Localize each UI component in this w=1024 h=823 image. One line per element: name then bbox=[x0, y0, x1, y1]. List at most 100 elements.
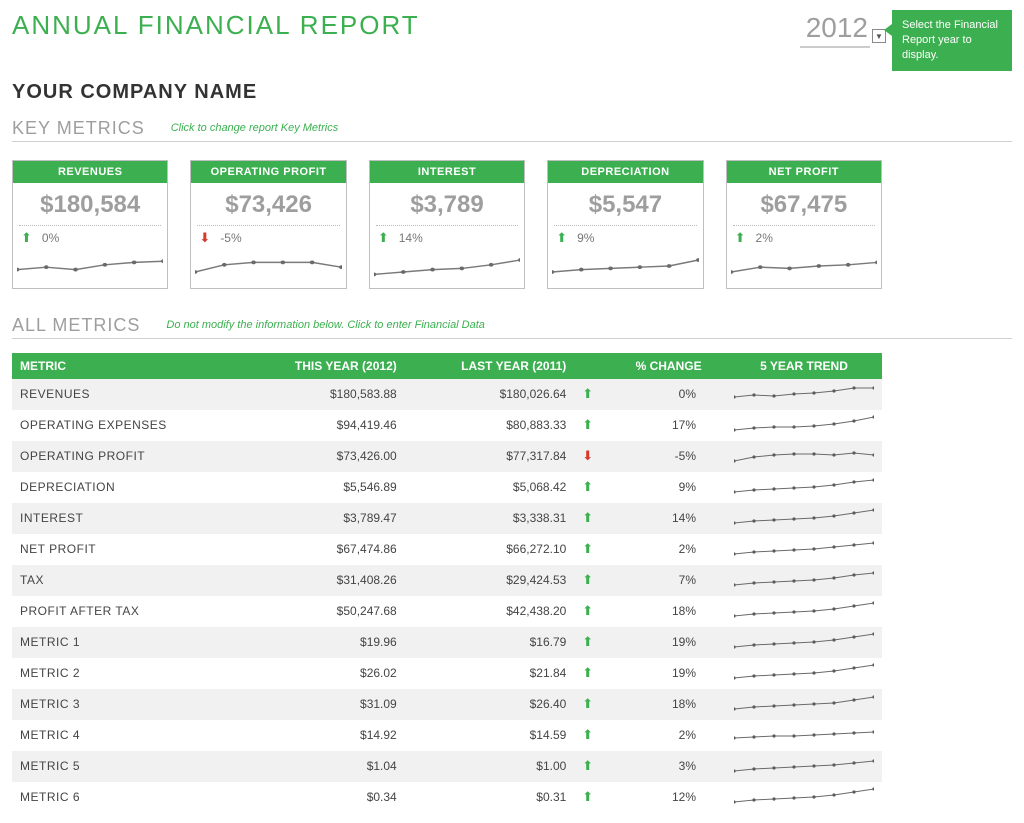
table-row[interactable]: TAX $31,408.26 $29,424.53 ⬆ 7% bbox=[12, 565, 882, 596]
key-metrics-hint[interactable]: Click to change report Key Metrics bbox=[171, 122, 339, 134]
table-row[interactable]: METRIC 4 $14.92 $14.59 ⬆ 2% bbox=[12, 720, 882, 751]
cell-metric: METRIC 4 bbox=[12, 720, 240, 751]
metric-card-label: DEPRECIATION bbox=[548, 161, 702, 183]
cell-trend bbox=[726, 689, 882, 720]
cell-pct: 2% bbox=[611, 534, 726, 565]
cell-metric: TAX bbox=[12, 565, 240, 596]
cell-trend bbox=[726, 565, 882, 596]
cell-arrow: ⬆ bbox=[574, 596, 611, 627]
cell-trend bbox=[726, 534, 882, 565]
all-metrics-header: ALL METRICS Do not modify the informatio… bbox=[12, 315, 1012, 339]
table-row[interactable]: OPERATING EXPENSES $94,419.46 $80,883.33… bbox=[12, 410, 882, 441]
metrics-table: METRIC THIS YEAR (2012) LAST YEAR (2011)… bbox=[12, 353, 882, 813]
table-row[interactable]: METRIC 5 $1.04 $1.00 ⬆ 3% bbox=[12, 751, 882, 782]
cell-pct: 12% bbox=[611, 782, 726, 813]
header: ANNUAL FINANCIAL REPORT 2012 ▼ Select th… bbox=[12, 10, 1012, 71]
report-title: ANNUAL FINANCIAL REPORT bbox=[12, 10, 420, 41]
year-value[interactable]: 2012 bbox=[800, 10, 870, 48]
arrow-up-icon: ⬆ bbox=[582, 572, 593, 587]
cell-metric: INTEREST bbox=[12, 503, 240, 534]
year-selector: 2012 ▼ bbox=[800, 10, 886, 48]
cell-trend bbox=[726, 441, 882, 472]
metric-card[interactable]: DEPRECIATION $5,547 ⬆ 9% bbox=[547, 160, 703, 289]
cell-this-year: $180,583.88 bbox=[240, 379, 405, 410]
all-metrics-hint[interactable]: Do not modify the information below. Cli… bbox=[166, 319, 485, 331]
table-row[interactable]: PROFIT AFTER TAX $50,247.68 $42,438.20 ⬆… bbox=[12, 596, 882, 627]
cell-trend bbox=[726, 720, 882, 751]
metric-card-value: $180,584 bbox=[19, 183, 161, 226]
cell-this-year: $73,426.00 bbox=[240, 441, 405, 472]
cell-last-year: $180,026.64 bbox=[405, 379, 575, 410]
table-row[interactable]: REVENUES $180,583.88 $180,026.64 ⬆ 0% bbox=[12, 379, 882, 410]
cell-trend bbox=[726, 379, 882, 410]
cell-arrow: ⬆ bbox=[574, 689, 611, 720]
table-row[interactable]: METRIC 2 $26.02 $21.84 ⬆ 19% bbox=[12, 658, 882, 689]
cell-last-year: $66,272.10 bbox=[405, 534, 575, 565]
cell-metric: METRIC 3 bbox=[12, 689, 240, 720]
arrow-down-icon: ⬇ bbox=[582, 448, 593, 463]
cell-metric: NET PROFIT bbox=[12, 534, 240, 565]
company-name: YOUR COMPANY NAME bbox=[12, 81, 1012, 104]
col-this-year: THIS YEAR (2012) bbox=[240, 353, 405, 379]
cell-this-year: $50,247.68 bbox=[240, 596, 405, 627]
cell-pct: 18% bbox=[611, 689, 726, 720]
metric-card[interactable]: OPERATING PROFIT $73,426 ⬇ -5% bbox=[190, 160, 346, 289]
metric-card[interactable]: INTEREST $3,789 ⬆ 14% bbox=[369, 160, 525, 289]
metric-card-sparkline bbox=[548, 248, 702, 288]
arrow-up-icon: ⬆ bbox=[582, 510, 593, 525]
col-trend: 5 YEAR TREND bbox=[726, 353, 882, 379]
table-row[interactable]: DEPRECIATION $5,546.89 $5,068.42 ⬆ 9% bbox=[12, 472, 882, 503]
table-row[interactable]: NET PROFIT $67,474.86 $66,272.10 ⬆ 2% bbox=[12, 534, 882, 565]
cell-this-year: $67,474.86 bbox=[240, 534, 405, 565]
table-row[interactable]: OPERATING PROFIT $73,426.00 $77,317.84 ⬇… bbox=[12, 441, 882, 472]
table-row[interactable]: METRIC 1 $19.96 $16.79 ⬆ 19% bbox=[12, 627, 882, 658]
metric-card[interactable]: NET PROFIT $67,475 ⬆ 2% bbox=[726, 160, 882, 289]
cell-pct: -5% bbox=[611, 441, 726, 472]
metric-card-pct: 2% bbox=[756, 231, 773, 245]
arrow-up-icon: ⬆ bbox=[735, 230, 746, 246]
key-metrics-title: KEY METRICS bbox=[12, 118, 145, 139]
cell-pct: 19% bbox=[611, 627, 726, 658]
cell-this-year: $31,408.26 bbox=[240, 565, 405, 596]
cell-this-year: $94,419.46 bbox=[240, 410, 405, 441]
cell-pct: 2% bbox=[611, 720, 726, 751]
cell-last-year: $21.84 bbox=[405, 658, 575, 689]
arrow-up-icon: ⬆ bbox=[582, 665, 593, 680]
cell-this-year: $5,546.89 bbox=[240, 472, 405, 503]
table-row[interactable]: METRIC 6 $0.34 $0.31 ⬆ 12% bbox=[12, 782, 882, 813]
key-metric-cards: REVENUES $180,584 ⬆ 0% OPERATING PROFIT … bbox=[12, 160, 882, 289]
cell-trend bbox=[726, 596, 882, 627]
cell-pct: 3% bbox=[611, 751, 726, 782]
metric-card-change: ⬇ -5% bbox=[191, 226, 345, 248]
year-callout: Select the Financial Report year to disp… bbox=[892, 10, 1012, 71]
arrow-up-icon: ⬆ bbox=[582, 541, 593, 556]
metric-card-value: $73,426 bbox=[197, 183, 339, 226]
cell-metric: DEPRECIATION bbox=[12, 472, 240, 503]
cell-arrow: ⬆ bbox=[574, 658, 611, 689]
cell-metric: REVENUES bbox=[12, 379, 240, 410]
cell-arrow: ⬆ bbox=[574, 472, 611, 503]
cell-this-year: $31.09 bbox=[240, 689, 405, 720]
cell-arrow: ⬆ bbox=[574, 720, 611, 751]
cell-this-year: $14.92 bbox=[240, 720, 405, 751]
arrow-up-icon: ⬆ bbox=[582, 417, 593, 432]
table-row[interactable]: INTEREST $3,789.47 $3,338.31 ⬆ 14% bbox=[12, 503, 882, 534]
metric-card-pct: 9% bbox=[577, 231, 594, 245]
col-last-year: LAST YEAR (2011) bbox=[405, 353, 575, 379]
cell-metric: METRIC 6 bbox=[12, 782, 240, 813]
arrow-up-icon: ⬆ bbox=[582, 386, 593, 401]
col-arrow bbox=[574, 353, 611, 379]
cell-pct: 7% bbox=[611, 565, 726, 596]
cell-pct: 19% bbox=[611, 658, 726, 689]
cell-metric: PROFIT AFTER TAX bbox=[12, 596, 240, 627]
metric-card-pct: 14% bbox=[399, 231, 423, 245]
cell-arrow: ⬇ bbox=[574, 441, 611, 472]
cell-metric: OPERATING PROFIT bbox=[12, 441, 240, 472]
metric-card[interactable]: REVENUES $180,584 ⬆ 0% bbox=[12, 160, 168, 289]
cell-trend bbox=[726, 751, 882, 782]
cell-last-year: $80,883.33 bbox=[405, 410, 575, 441]
table-row[interactable]: METRIC 3 $31.09 $26.40 ⬆ 18% bbox=[12, 689, 882, 720]
metric-card-value: $67,475 bbox=[733, 183, 875, 226]
metric-card-sparkline bbox=[13, 248, 167, 288]
cell-trend bbox=[726, 627, 882, 658]
